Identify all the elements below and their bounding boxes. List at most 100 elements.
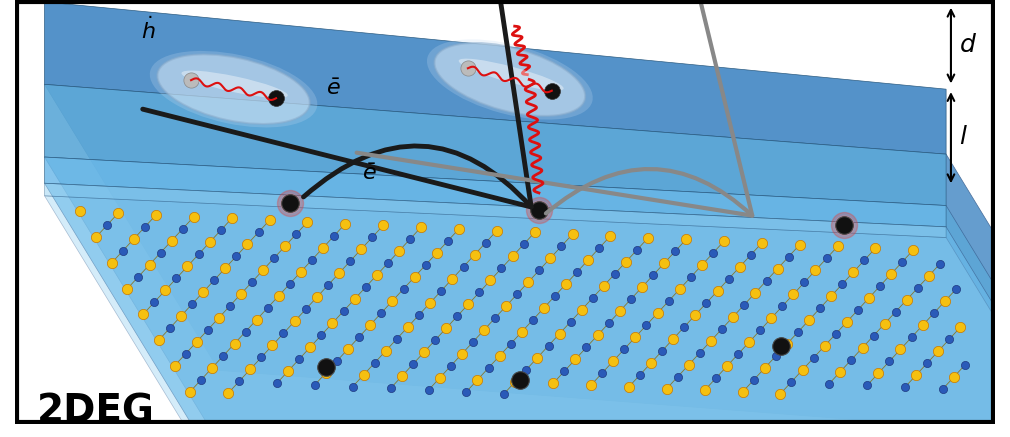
Point bbox=[531, 207, 547, 214]
Point bbox=[183, 76, 199, 83]
Point bbox=[526, 229, 542, 236]
Point bbox=[470, 376, 486, 383]
Point bbox=[705, 250, 721, 257]
Point bbox=[291, 356, 307, 363]
Polygon shape bbox=[44, 2, 946, 154]
Point bbox=[438, 325, 454, 332]
Point bbox=[206, 277, 222, 284]
Point bbox=[784, 378, 800, 385]
Point bbox=[936, 298, 952, 305]
Point bbox=[768, 353, 784, 360]
Point bbox=[215, 352, 231, 359]
Point bbox=[217, 265, 233, 272]
Point bbox=[496, 390, 512, 397]
Point bbox=[320, 282, 336, 289]
Point bbox=[545, 380, 562, 387]
Point bbox=[150, 336, 167, 343]
Point bbox=[667, 248, 683, 255]
Point bbox=[547, 292, 564, 299]
Point bbox=[231, 378, 247, 385]
Point bbox=[223, 215, 239, 222]
Point bbox=[807, 267, 823, 274]
Point bbox=[256, 267, 272, 274]
Point bbox=[431, 375, 447, 382]
Point bbox=[877, 320, 893, 327]
Point bbox=[200, 326, 216, 333]
Point bbox=[553, 243, 570, 250]
Point bbox=[492, 352, 508, 359]
Point bbox=[141, 261, 158, 268]
Point bbox=[119, 285, 135, 292]
Point bbox=[688, 311, 704, 318]
Point bbox=[237, 328, 254, 335]
Point bbox=[461, 301, 477, 308]
Point bbox=[518, 366, 534, 373]
Point bbox=[905, 246, 921, 253]
Point bbox=[269, 380, 285, 387]
Point bbox=[866, 332, 882, 339]
Point bbox=[416, 349, 432, 356]
Point bbox=[649, 309, 666, 316]
Point bbox=[483, 277, 499, 284]
Point bbox=[919, 360, 935, 367]
Point bbox=[380, 260, 396, 267]
Point bbox=[708, 375, 724, 382]
Point bbox=[413, 224, 429, 231]
Point bbox=[407, 274, 423, 281]
Point bbox=[427, 337, 443, 344]
Point bbox=[914, 322, 930, 329]
Point bbox=[779, 340, 795, 347]
Text: $d$: $d$ bbox=[958, 34, 977, 57]
Point bbox=[288, 230, 304, 237]
Point bbox=[773, 390, 789, 397]
Point bbox=[420, 387, 436, 394]
Point bbox=[703, 337, 719, 344]
Point bbox=[504, 253, 520, 260]
Point bbox=[580, 257, 596, 264]
Point bbox=[795, 366, 811, 373]
Point bbox=[383, 385, 399, 392]
Point bbox=[661, 298, 677, 305]
Point bbox=[569, 268, 585, 275]
Point bbox=[742, 251, 759, 258]
Point bbox=[135, 311, 152, 318]
Point bbox=[498, 302, 514, 309]
Point bbox=[644, 272, 661, 279]
Point bbox=[935, 385, 951, 392]
Point bbox=[318, 369, 334, 376]
Point bbox=[162, 325, 178, 332]
Point bbox=[828, 330, 844, 337]
Point bbox=[417, 261, 433, 268]
Point bbox=[444, 275, 461, 282]
Point bbox=[396, 285, 412, 292]
Point bbox=[872, 282, 888, 289]
Point bbox=[402, 236, 418, 243]
Point bbox=[265, 342, 281, 349]
Point bbox=[254, 354, 270, 361]
Point bbox=[836, 222, 852, 229]
Point bbox=[601, 320, 617, 327]
Point bbox=[352, 246, 369, 253]
Point bbox=[525, 316, 541, 323]
Point bbox=[262, 217, 278, 224]
Point bbox=[716, 238, 732, 245]
Point bbox=[607, 270, 623, 277]
Point bbox=[298, 306, 314, 313]
Point bbox=[167, 362, 183, 369]
Point bbox=[860, 382, 876, 389]
Point bbox=[487, 315, 503, 322]
Point bbox=[385, 297, 401, 304]
Point bbox=[714, 325, 730, 332]
Point bbox=[175, 225, 191, 232]
Point bbox=[756, 364, 773, 371]
Point bbox=[818, 255, 834, 262]
Point bbox=[845, 269, 862, 276]
Point bbox=[248, 316, 265, 323]
Point bbox=[531, 267, 547, 274]
Point bbox=[115, 247, 131, 254]
Point bbox=[529, 354, 545, 361]
Point bbox=[747, 289, 764, 296]
Point bbox=[449, 313, 466, 320]
Point bbox=[542, 255, 559, 262]
Point bbox=[342, 258, 359, 265]
